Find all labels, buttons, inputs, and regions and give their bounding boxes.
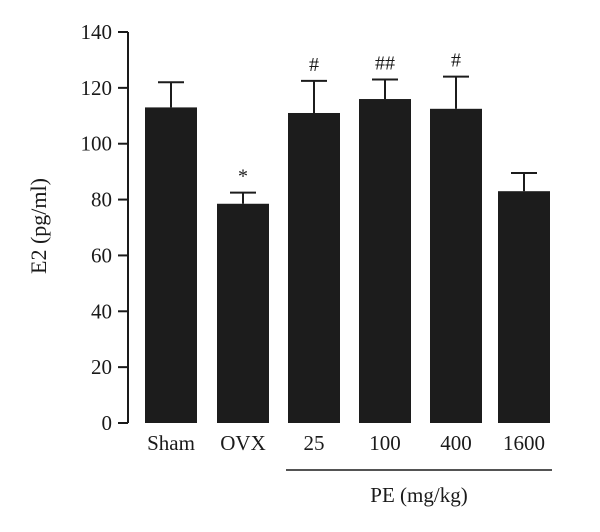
significance-marker: # bbox=[309, 54, 319, 76]
significance-marker: * bbox=[238, 166, 248, 188]
significance-markers: *# ## # bbox=[238, 50, 461, 188]
bar bbox=[359, 99, 411, 424]
y-axis: 0 20 40 60 80 100 120 140 bbox=[81, 20, 129, 435]
y-tick-label: 0 bbox=[102, 411, 113, 435]
x-tick-label: Sham bbox=[147, 431, 195, 455]
bars bbox=[145, 99, 550, 424]
bar bbox=[430, 108, 482, 423]
y-tick-label: 60 bbox=[91, 243, 112, 267]
x-tick-label: OVX bbox=[220, 431, 266, 455]
x-tick-label: 1600 bbox=[503, 431, 545, 455]
x-tick-label: 400 bbox=[440, 431, 472, 455]
y-tick-label: 120 bbox=[81, 76, 113, 100]
bar bbox=[145, 107, 197, 424]
y-axis-label: E2 (pg/ml) bbox=[26, 178, 51, 274]
y-tick-label: 100 bbox=[81, 132, 113, 156]
significance-marker: # bbox=[451, 50, 461, 72]
y-tick-label: 40 bbox=[91, 299, 112, 323]
bar bbox=[217, 203, 269, 423]
significance-marker: ## bbox=[375, 52, 395, 74]
x-tick-labels: Sham OVX 25 100 400 1600 bbox=[147, 431, 545, 455]
y-tick-label: 20 bbox=[91, 355, 112, 379]
bar bbox=[288, 112, 340, 423]
y-tick-label: 80 bbox=[91, 188, 112, 212]
group-label: PE (mg/kg) bbox=[370, 483, 467, 507]
y-tick-label: 140 bbox=[81, 20, 113, 44]
x-tick-label: 100 bbox=[369, 431, 401, 455]
x-tick-label: 25 bbox=[304, 431, 325, 455]
bar bbox=[498, 191, 550, 423]
group-bracket: PE (mg/kg) bbox=[286, 469, 552, 507]
error-bars bbox=[158, 75, 537, 204]
